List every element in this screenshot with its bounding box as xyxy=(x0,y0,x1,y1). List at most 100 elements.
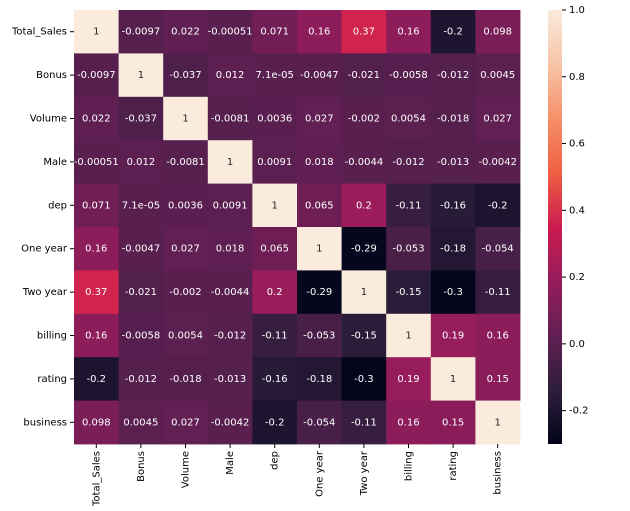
cell-label: 0.071 xyxy=(82,200,111,211)
colorbar-tick-label: 0.6 xyxy=(569,139,585,150)
cell-label: 0.065 xyxy=(260,244,289,255)
heatmap-cell xyxy=(118,270,164,315)
heatmap-cell xyxy=(252,10,298,54)
y-tick-label: business xyxy=(23,417,67,428)
heatmap-cell xyxy=(74,357,119,401)
heatmap-cell xyxy=(252,227,298,271)
heatmap-cell xyxy=(74,400,119,445)
heatmap-cell xyxy=(475,270,521,315)
cell-label: -0.2 xyxy=(488,200,508,211)
heatmap-cell xyxy=(475,10,521,54)
heatmap-cell xyxy=(386,357,432,401)
cell-label: -0.2 xyxy=(443,27,463,38)
heatmap-cell xyxy=(74,313,119,358)
cell-label: -0.053 xyxy=(303,331,335,342)
cell-label: 1 xyxy=(182,114,188,125)
heatmap-cell xyxy=(118,400,164,445)
heatmap-cell xyxy=(297,357,342,401)
heatmap-cell xyxy=(475,357,521,401)
heatmap-cell xyxy=(430,270,476,315)
cell-label: 1 xyxy=(227,157,233,168)
cell-label: -0.012 xyxy=(437,70,469,81)
cell-label: -0.013 xyxy=(437,157,469,168)
heatmap-cell xyxy=(118,227,164,271)
cell-label: 0.0045 xyxy=(480,70,515,81)
cell-label: 0.012 xyxy=(127,157,156,168)
heatmap-cell xyxy=(118,183,164,228)
heatmap-cell xyxy=(207,10,253,54)
heatmap-cell xyxy=(163,10,209,54)
cell-label: 0.15 xyxy=(442,417,464,428)
heatmap-cell xyxy=(386,313,432,358)
cell-label: -0.0047 xyxy=(122,244,161,255)
cell-label: -0.018 xyxy=(437,114,469,125)
x-tick-label: business xyxy=(493,451,504,495)
heatmap-cell xyxy=(386,400,432,445)
cell-label: 0.018 xyxy=(305,157,334,168)
cell-label: 0.16 xyxy=(308,27,330,38)
heatmap-cell xyxy=(341,96,387,141)
cell-label: -0.15 xyxy=(396,287,422,298)
heatmap-cell xyxy=(74,183,119,228)
heatmap-cell xyxy=(430,53,476,98)
heatmap-cell xyxy=(430,96,476,141)
x-tick-label: Two year xyxy=(359,450,370,496)
cell-label: -0.2 xyxy=(265,417,285,428)
heatmap-cell xyxy=(475,400,521,445)
heatmap-cell xyxy=(207,53,253,98)
heatmap-cell xyxy=(74,270,119,315)
cell-label: -0.0047 xyxy=(300,70,339,81)
heatmap-cell xyxy=(475,53,521,98)
heatmap-cell xyxy=(297,183,342,228)
cell-label: -0.002 xyxy=(348,114,380,125)
cell-label: -0.18 xyxy=(440,244,466,255)
x-tick-label: dep xyxy=(270,451,281,470)
cell-label: -0.0042 xyxy=(211,417,250,428)
cell-label: 1 xyxy=(405,331,411,342)
heatmap-cell xyxy=(475,140,521,184)
cell-label: -0.29 xyxy=(351,244,377,255)
cell-label: -0.00051 xyxy=(74,157,119,168)
y-tick-label: One year xyxy=(21,244,68,255)
cell-label: -0.0097 xyxy=(122,27,161,38)
heatmap-cell xyxy=(341,400,387,445)
heatmap-cell xyxy=(430,313,476,358)
cell-label: 0.027 xyxy=(171,244,200,255)
cell-label: -0.054 xyxy=(303,417,335,428)
heatmap-cell xyxy=(430,10,476,54)
heatmap-cell xyxy=(252,53,298,98)
heatmap-cell xyxy=(430,140,476,184)
cell-label: -0.0081 xyxy=(166,157,205,168)
x-tick-label: Bonus xyxy=(136,451,147,482)
heatmap-cell xyxy=(386,140,432,184)
heatmap-cell xyxy=(163,140,209,184)
y-tick-label: billing xyxy=(37,331,67,342)
cell-label: -0.29 xyxy=(306,287,332,298)
cell-label: 0.16 xyxy=(397,417,419,428)
cell-label: -0.021 xyxy=(348,70,380,81)
cell-label: -0.012 xyxy=(125,374,157,385)
heatmap-cell xyxy=(207,313,253,358)
heatmap-cell xyxy=(297,270,342,315)
heatmap-cell xyxy=(386,96,432,141)
cell-label: 0.16 xyxy=(85,244,107,255)
cell-label: -0.0097 xyxy=(77,70,116,81)
heatmap-cell xyxy=(252,270,298,315)
y-tick-label: rating xyxy=(37,374,67,385)
heatmap-cell xyxy=(207,183,253,228)
cell-label: -0.013 xyxy=(214,374,246,385)
cell-label: 0.022 xyxy=(171,27,200,38)
cell-label: 0.19 xyxy=(442,331,464,342)
cell-label: 1 xyxy=(361,287,367,298)
colorbar-tick-label: 0.4 xyxy=(569,205,585,216)
cell-label: -0.0044 xyxy=(211,287,250,298)
heatmap-cell xyxy=(297,313,342,358)
cell-label: -0.054 xyxy=(482,244,514,255)
cell-label: -0.11 xyxy=(485,287,511,298)
cell-label: -0.0081 xyxy=(211,114,250,125)
heatmap-cell xyxy=(430,357,476,401)
heatmap-cell xyxy=(341,10,387,54)
cell-label: -0.16 xyxy=(262,374,288,385)
heatmap-cell xyxy=(74,10,119,54)
cell-label: 0.2 xyxy=(267,287,283,298)
